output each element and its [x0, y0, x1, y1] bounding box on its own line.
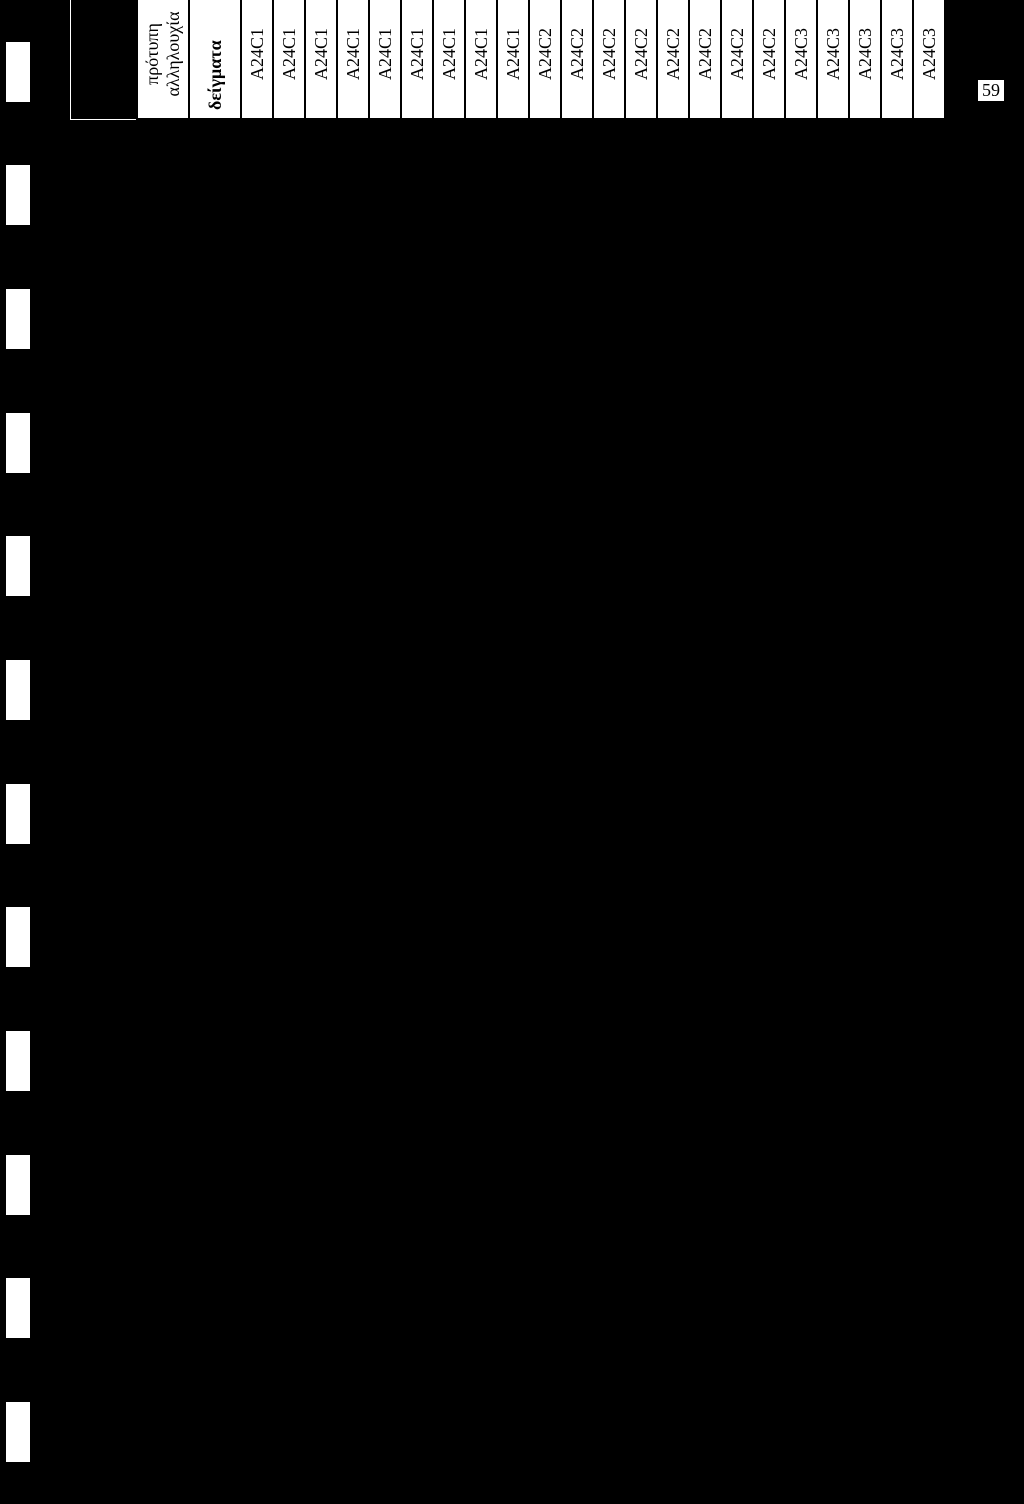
sample-name: A24C1	[369, 0, 401, 119]
table-row: A24C3TI30I	[849, 0, 881, 119]
table-row: A24C2T6*	[657, 0, 689, 119]
table-container: νου στ δια ORF του γονιδίου E6 του HPV 2…	[70, 0, 946, 120]
table-row: A24C1TK128N	[433, 0, 465, 119]
binding-marks	[0, 0, 38, 1504]
sample-name: A24C2	[529, 0, 561, 119]
table-row: A24C1GH85R	[337, 0, 369, 119]
page-number: 59	[978, 80, 1004, 101]
sample-name: A24C2	[593, 0, 625, 119]
sample-name: A24C3	[785, 0, 817, 119]
table-row: A24C3TI34I	[881, 0, 913, 119]
hpv-e6-table: νου στ δια ORF του γονιδίου E6 του HPV 2…	[70, 0, 946, 120]
sample-name: A24C1	[305, 0, 337, 119]
table-row: A24C1AL103*	[401, 0, 433, 119]
sample-name: A24C2	[657, 0, 689, 119]
sample-name: A24C3	[849, 0, 881, 119]
samples-label: δείγματα	[189, 0, 241, 119]
table-row: A24C1TC147C	[497, 0, 529, 119]
table-row: A24C3GL90V	[913, 0, 945, 119]
sample-name: A24C1	[465, 0, 497, 119]
table-row: A24C2AC40Y	[625, 0, 657, 119]
reference-row: πρότυπη αλληλουχία GCCAAAGCCCTATTAGC	[137, 0, 189, 119]
table-row: A24C1AM144I	[465, 0, 497, 119]
sample-name: A24C1	[241, 0, 273, 119]
table-row: A24C2TA68V	[721, 0, 753, 119]
sample-name: A24C1	[401, 0, 433, 119]
table-row: A24C2TI34I	[593, 0, 625, 119]
sample-name: A24C3	[913, 0, 945, 119]
sample-name: A24C3	[881, 0, 913, 119]
sample-name: A24C2	[753, 0, 785, 119]
sample-name: A24C2	[689, 0, 721, 119]
sample-name: A24C1	[337, 0, 369, 119]
table-row: A24C3CR15P	[785, 0, 817, 119]
table-row: A24C2TR47C	[689, 0, 721, 119]
table-row: A24C1CR15P	[241, 0, 273, 119]
table-row: A24C3AI26M	[817, 0, 849, 119]
sample-name: A24C1	[497, 0, 529, 119]
table-row: A24C2GH31R	[561, 0, 593, 119]
table-row: A24C2GL90V	[753, 0, 785, 119]
sample-name: A24C1	[433, 0, 465, 119]
sample-name: A24C2	[721, 0, 753, 119]
table-row: A24C1GQ21D	[273, 0, 305, 119]
sample-name: A24C2	[561, 0, 593, 119]
table-row: A24C2CR15P	[529, 0, 561, 119]
sample-name: A24C1	[273, 0, 305, 119]
table-row: A24C1AL74I	[305, 0, 337, 119]
sample-name: A24C3	[817, 0, 849, 119]
prototype-label: πρότυπη αλληλουχία	[137, 0, 189, 119]
sample-name: A24C2	[625, 0, 657, 119]
table-row: A24C1GL90V	[369, 0, 401, 119]
